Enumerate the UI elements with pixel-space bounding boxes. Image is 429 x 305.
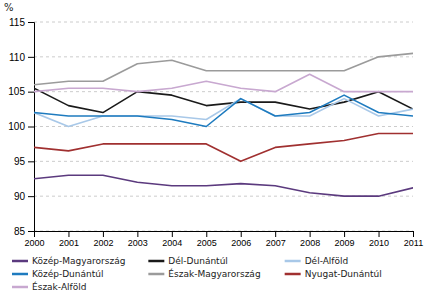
series-line: [34, 74, 413, 91]
legend-item: Közép-Dunántúl: [12, 269, 103, 279]
tick-label: 2011: [404, 238, 423, 248]
tick-mark: [28, 22, 34, 23]
grid-line: [34, 22, 413, 23]
tick-label: 95: [14, 156, 26, 167]
legend-swatch: [12, 260, 28, 263]
tick-mark: [103, 231, 104, 237]
tick-mark: [206, 231, 207, 237]
legend-swatch: [148, 273, 164, 276]
tick-mark: [28, 92, 34, 93]
legend-swatch: [12, 273, 28, 276]
grid-line: [34, 126, 413, 127]
tick: 95: [14, 156, 34, 167]
tick-mark: [310, 231, 311, 237]
series-line: [34, 133, 413, 161]
tick: 2007: [266, 231, 286, 248]
tick-mark: [34, 231, 35, 237]
legend-label: Dél-Alföld: [305, 256, 349, 266]
tick-label: 2004: [162, 238, 182, 248]
tick-mark: [28, 57, 34, 58]
tick-mark: [344, 231, 345, 237]
legend-item: Dél-Dunántúl: [148, 256, 228, 266]
tick: 2001: [59, 231, 79, 248]
tick-mark: [413, 231, 414, 237]
legend-label: Közép-Magyarország: [32, 256, 125, 266]
axis-line: [35, 232, 414, 238]
legend-label: Dél-Dunántúl: [168, 256, 228, 266]
tick-label: 2007: [266, 238, 286, 248]
legend-item: Nyugat-Dunántúl: [285, 269, 382, 279]
axis-title: %: [4, 2, 14, 13]
tick-mark: [68, 231, 69, 237]
legend-item: Közép-Magyarország: [12, 256, 125, 266]
tick-label: 2008: [300, 238, 320, 248]
lines: [34, 53, 413, 196]
tick: 90: [14, 191, 34, 202]
legend: Közép-Magyarország Dél-Dunántúl Dél-Alföld…: [12, 256, 382, 292]
grid: [34, 22, 413, 231]
tick: 2000: [24, 231, 44, 248]
legend-label: Közép-Dunántúl: [32, 269, 103, 279]
tick: 2006: [231, 231, 251, 248]
axis-line: [28, 23, 35, 232]
tick-label: 2005: [197, 238, 217, 248]
legend-label: Észak-Magyarország: [168, 268, 260, 279]
x-axis: 2000 2001 2002 2003 2004 2005 2006 2007 2008 2009…: [24, 231, 423, 248]
grid-line: [34, 56, 413, 57]
tick: 2002: [93, 231, 113, 248]
tick-label: 2006: [231, 238, 251, 248]
tick: 2004: [162, 231, 182, 248]
tick-label: 2002: [93, 238, 113, 248]
tick-mark: [28, 231, 34, 232]
tick: 115: [9, 17, 34, 28]
grid-line: [34, 161, 413, 162]
legend-swatch: [12, 286, 28, 289]
tick-label: 90: [14, 191, 26, 202]
tick: 110: [9, 52, 34, 63]
tick-label: 85: [14, 226, 26, 237]
tick-label: 2000: [24, 238, 44, 248]
tick: 85: [14, 226, 34, 237]
tick-mark: [172, 231, 173, 237]
tick-mark: [28, 127, 34, 128]
legend-swatch: [148, 260, 164, 263]
tick-mark: [28, 161, 34, 162]
tick-label: 110: [9, 52, 25, 63]
series-line: [34, 95, 413, 126]
legend-item: Észak-Alföld: [12, 281, 86, 292]
series-line: [34, 175, 413, 196]
series-line: [34, 53, 413, 84]
tick: 2009: [335, 231, 355, 248]
tick-mark: [275, 231, 276, 237]
legend-swatch: [285, 260, 301, 263]
tick: 2005: [197, 231, 217, 248]
legend-label: Nyugat-Dunántúl: [305, 269, 382, 279]
tick-label: 2010: [369, 238, 389, 248]
tick: 2003: [128, 231, 148, 248]
tick-mark: [28, 196, 34, 197]
tick: 2011: [404, 231, 423, 248]
tick: 2010: [369, 231, 389, 248]
tick-label: 115: [9, 17, 25, 28]
tick-label: 2001: [59, 238, 79, 248]
chart: 8590951001051101152000200120022003200420…: [0, 0, 429, 305]
legend-item: Észak-Magyarország: [148, 268, 260, 279]
tick: 105: [8, 86, 34, 97]
legend-item: Dél-Alföld: [285, 256, 349, 266]
legend-label: Észak-Alföld: [32, 281, 86, 292]
tick-label: 105: [8, 86, 25, 97]
tick-mark: [379, 231, 380, 237]
tick: 100: [8, 121, 34, 132]
tick-mark: [137, 231, 138, 237]
tick-label: 100: [8, 121, 25, 132]
plot: 8590951001051101152000200120022003200420…: [8, 17, 423, 249]
y-axis: 85 90 95 100 105 110 115: [8, 17, 34, 237]
tick: 2008: [300, 231, 320, 248]
tick-label: 2009: [335, 238, 355, 248]
legend-swatch: [285, 273, 301, 276]
tick-mark: [241, 231, 242, 237]
tick-label: 2003: [128, 238, 148, 248]
